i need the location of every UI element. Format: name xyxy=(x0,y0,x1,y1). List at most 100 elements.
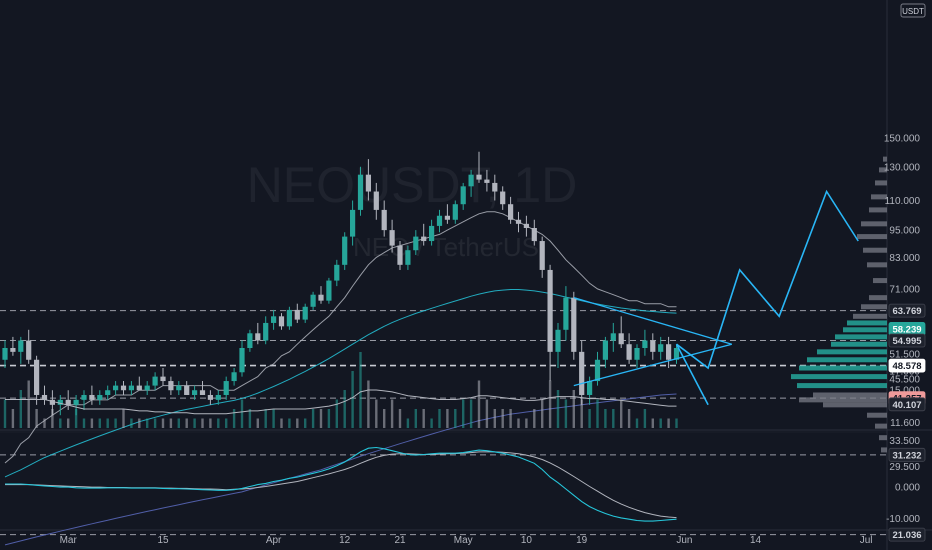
candle-body[interactable] xyxy=(508,204,514,220)
currency-badge[interactable] xyxy=(900,3,926,18)
projection-path[interactable] xyxy=(676,189,859,370)
candle-body[interactable] xyxy=(136,385,142,391)
candle-body[interactable] xyxy=(610,333,616,341)
triangle-lower-trendline[interactable] xyxy=(573,343,732,387)
candle-body[interactable] xyxy=(381,209,387,231)
candle-body[interactable] xyxy=(239,348,245,373)
trendline-drawings[interactable] xyxy=(573,189,859,406)
candle-body[interactable] xyxy=(357,174,364,210)
candle-body[interactable] xyxy=(286,309,292,327)
candle-body[interactable] xyxy=(365,174,371,192)
candle-body[interactable] xyxy=(49,399,55,405)
candle-body[interactable] xyxy=(642,340,648,349)
candle-body[interactable] xyxy=(436,215,443,226)
candle-body[interactable] xyxy=(500,191,506,205)
candle-body[interactable] xyxy=(444,215,450,220)
candle-body[interactable] xyxy=(539,241,545,270)
candle-body[interactable] xyxy=(421,236,427,242)
candle-body[interactable] xyxy=(152,376,158,386)
candle-body[interactable] xyxy=(666,344,672,360)
candle-body[interactable] xyxy=(65,399,71,405)
candle-body[interactable] xyxy=(34,359,40,395)
candle-body[interactable] xyxy=(515,219,522,224)
triangle-upper-trendline[interactable] xyxy=(573,297,732,345)
candle-body[interactable] xyxy=(429,225,435,242)
candle-body[interactable] xyxy=(484,179,490,183)
candle-body[interactable] xyxy=(531,228,537,242)
candle-body[interactable] xyxy=(120,385,127,391)
time-axis-tick: Apr xyxy=(266,535,282,546)
candle-body[interactable] xyxy=(26,340,32,360)
time-axis[interactable]: Mar 15 Apr 12 21 May 10 19 Jun 14 Jul xyxy=(60,535,873,546)
candle-body[interactable] xyxy=(2,348,8,360)
candle-body[interactable] xyxy=(294,309,300,320)
candle-body[interactable] xyxy=(160,376,166,382)
candle-body[interactable] xyxy=(310,294,316,307)
candle-body[interactable] xyxy=(302,306,308,320)
candle-body[interactable] xyxy=(492,182,498,192)
projection-path-alt[interactable] xyxy=(675,343,709,406)
candle-body[interactable] xyxy=(626,344,632,360)
candle-body[interactable] xyxy=(184,385,190,395)
candle-body[interactable] xyxy=(97,394,103,400)
candle-body[interactable] xyxy=(231,372,237,382)
candle-body[interactable] xyxy=(618,333,624,345)
candle-body[interactable] xyxy=(271,316,277,323)
candle-body[interactable] xyxy=(342,236,348,265)
candle-body[interactable] xyxy=(397,245,403,265)
candle-body[interactable] xyxy=(547,269,553,352)
candle-body[interactable] xyxy=(594,359,601,382)
candle-body[interactable] xyxy=(571,297,577,352)
candle-body[interactable] xyxy=(350,209,356,237)
candle-body[interactable] xyxy=(278,316,285,327)
candle-body[interactable] xyxy=(563,297,569,330)
candle-body[interactable] xyxy=(128,385,134,391)
candle-body[interactable] xyxy=(452,204,458,220)
candlesticks[interactable] xyxy=(2,151,680,416)
candle-body[interactable] xyxy=(176,385,182,391)
candle-body[interactable] xyxy=(223,381,229,395)
candle-body[interactable] xyxy=(255,333,261,341)
candle-body[interactable] xyxy=(81,394,87,400)
candle-body[interactable] xyxy=(192,390,198,395)
candle-body[interactable] xyxy=(105,390,111,395)
candle-body[interactable] xyxy=(199,390,206,395)
candle-body[interactable] xyxy=(579,351,585,395)
candle-body[interactable] xyxy=(555,329,561,352)
volume-profile-bar xyxy=(875,423,887,429)
candle-body[interactable] xyxy=(373,191,379,210)
candle-body[interactable] xyxy=(405,250,411,265)
candle-body[interactable] xyxy=(168,381,174,391)
candle-body[interactable] xyxy=(334,264,340,281)
candle-body[interactable] xyxy=(144,385,150,391)
candle-body[interactable] xyxy=(113,385,119,391)
candle-body[interactable] xyxy=(468,174,474,187)
candle-body[interactable] xyxy=(389,230,395,246)
candle-body[interactable] xyxy=(476,174,482,180)
candle-body[interactable] xyxy=(215,394,221,400)
candle-body[interactable] xyxy=(41,394,48,400)
horizontal-levels[interactable] xyxy=(0,310,887,536)
candle-body[interactable] xyxy=(247,333,253,349)
candle-body[interactable] xyxy=(650,340,656,352)
volume-profile-bar xyxy=(861,304,887,310)
candle-body[interactable] xyxy=(413,236,419,251)
candle-body[interactable] xyxy=(634,348,640,360)
candle-body[interactable] xyxy=(318,294,324,301)
volume-bar xyxy=(675,418,678,428)
candle-body[interactable] xyxy=(602,340,608,360)
candle-body[interactable] xyxy=(263,322,269,341)
candle-body[interactable] xyxy=(673,348,680,360)
candle-body[interactable] xyxy=(326,280,332,301)
candle-body[interactable] xyxy=(658,344,664,352)
candle-body[interactable] xyxy=(587,381,593,395)
candle-body[interactable] xyxy=(18,340,24,352)
candle-body[interactable] xyxy=(523,223,529,229)
candle-body[interactable] xyxy=(57,399,63,405)
candle-body[interactable] xyxy=(207,394,213,400)
candle-body[interactable] xyxy=(73,399,79,405)
candle-body[interactable] xyxy=(10,348,16,352)
candle-body[interactable] xyxy=(89,394,95,400)
candle-body[interactable] xyxy=(460,186,466,205)
